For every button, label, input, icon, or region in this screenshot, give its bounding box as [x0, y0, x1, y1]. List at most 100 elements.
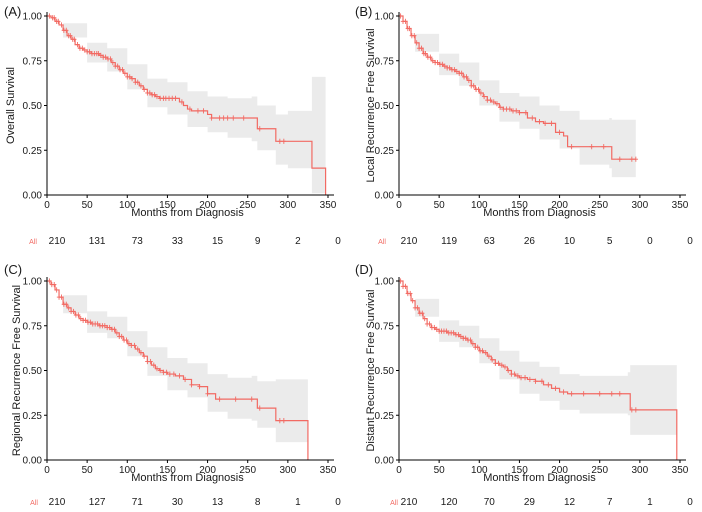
risk-count: 0 [335, 236, 341, 247]
x-tick-label: 100 [119, 200, 136, 211]
x-tick-label: 350 [672, 200, 689, 211]
x-tick-label: 200 [199, 200, 216, 211]
panel-a: (A)0 50 100 150 200 250 300 3500.000.250.500.75… [4, 4, 341, 247]
risk-count: 63 [484, 236, 496, 247]
panel-c: (C)0 50 100 150 200 250 300 3500.000.250.500.75… [4, 262, 341, 508]
x-tick-label: 350 [320, 200, 337, 211]
risk-count: 9 [255, 236, 261, 247]
censor-marks [398, 278, 639, 413]
x-tick-label: 250 [239, 200, 256, 211]
x-tick-label: 50 [434, 200, 446, 211]
panel-label: (C) [4, 262, 22, 277]
risk-table: All 210 127 71 30 13 8 1 0 [30, 497, 341, 508]
y-axis-title: Overall Survival [5, 67, 17, 144]
x-tick-label: 350 [672, 465, 689, 476]
x-tick-label: 250 [591, 465, 608, 476]
x-tick-label: 350 [320, 465, 337, 476]
y-tick-label: 1.00 [375, 277, 395, 288]
risk-count: 5 [607, 236, 613, 247]
x-tick-label: 200 [551, 200, 568, 211]
risk-count: 119 [441, 236, 457, 247]
x-axis-title: Months from Diagnosis [131, 472, 244, 484]
censor-marks [47, 278, 287, 424]
panel-b: (B)0 50 100 150 200 250 300 3500.000.250.500.75… [355, 4, 693, 247]
x-tick-label: 200 [551, 465, 568, 476]
x-tick-label: 100 [119, 465, 136, 476]
risk-table: All 210 120 70 29 12 7 1 0 [390, 497, 693, 508]
panel-label: (D) [355, 262, 373, 277]
panel-label: (B) [355, 4, 372, 19]
y-tick-label: 1.00 [375, 12, 395, 23]
x-tick-label: 0 [396, 200, 402, 211]
y-tick-label: 0.50 [23, 101, 43, 112]
x-tick-label: 50 [434, 465, 446, 476]
y-tick-label: 0.00 [375, 456, 395, 467]
confidence-band [399, 281, 677, 439]
risk-count: 127 [89, 497, 106, 508]
y-axis-title: Regional Recurrence Free Survival [11, 285, 23, 456]
x-tick-label: 150 [511, 465, 528, 476]
risk-count: 71 [132, 497, 144, 508]
risk-count: 0 [335, 497, 341, 508]
y-tick-label: 0.25 [375, 411, 395, 422]
risk-count: 1 [295, 497, 301, 508]
risk-count: 210 [49, 497, 66, 508]
risk-table: All 210 119 63 26 10 5 0 0 [378, 236, 693, 247]
risk-count: 131 [89, 236, 106, 247]
x-tick-label: 300 [280, 200, 297, 211]
y-tick-label: 0.00 [23, 456, 43, 467]
y-tick-label: 0.00 [375, 191, 395, 202]
y-axis-title: Distant Recurrence Free Survival [365, 289, 377, 451]
x-tick-label: 50 [82, 465, 94, 476]
risk-count: 210 [401, 236, 418, 247]
risk-count: 33 [172, 236, 184, 247]
risk-table: 210 131 73 33 15 9 2 0 [49, 236, 342, 247]
x-axis-title: Months from Diagnosis [483, 472, 596, 484]
risk-count: 73 [132, 236, 144, 247]
confidence-band [47, 281, 308, 443]
risk-count: 29 [524, 497, 536, 508]
risk-count: 120 [441, 497, 458, 508]
risk-count: 12 [564, 497, 576, 508]
x-tick-label: 300 [632, 465, 649, 476]
risk-count: 70 [484, 497, 496, 508]
y-tick-label: 1.00 [23, 12, 43, 23]
survival-curve [399, 280, 678, 460]
risk-count: 13 [212, 497, 224, 508]
x-tick-label: 300 [632, 200, 649, 211]
risk-count: 8 [255, 497, 261, 508]
y-tick-label: 0.75 [375, 56, 395, 67]
y-tick-label: 0.75 [23, 321, 43, 332]
x-tick-label: 150 [159, 200, 176, 211]
risk-strata-label: All [29, 239, 37, 246]
x-tick-label: 250 [239, 465, 256, 476]
x-axis-title: Months from Diagnosis [131, 207, 244, 219]
censor-marks [47, 13, 287, 144]
y-tick-label: 0.00 [23, 191, 43, 202]
risk-count: 10 [564, 236, 576, 247]
risk-count: 7 [607, 497, 613, 508]
y-tick-label: 0.50 [23, 366, 43, 377]
y-tick-label: 0.75 [375, 321, 395, 332]
risk-count: 0 [687, 497, 693, 508]
x-axis-title: Months from Diagnosis [483, 207, 596, 219]
risk-count: 1 [647, 497, 653, 508]
risk-count: 0 [647, 236, 653, 247]
x-tick-label: 100 [471, 200, 488, 211]
risk-count: 210 [401, 497, 418, 508]
panel-d: (D) 0 50 100 150 200 250 300 350 0.00 0.25 0.50 0.75… [355, 262, 693, 508]
x-tick-label: 200 [199, 465, 216, 476]
panel-label: (A) [4, 4, 21, 19]
risk-count: 2 [295, 236, 301, 247]
risk-strata-label: All [30, 500, 38, 507]
y-tick-label: 0.25 [23, 146, 43, 157]
risk-strata-label: All [390, 500, 398, 507]
x-tick-label: 150 [511, 200, 528, 211]
y-axis-title: Local Recurrence Free Survival [365, 28, 377, 182]
y-tick-label: 0.50 [375, 101, 395, 112]
risk-count: 15 [212, 236, 224, 247]
y-tick-label: 0.50 [375, 366, 395, 377]
x-tick-label: 300 [280, 465, 297, 476]
x-tick-label: 100 [471, 465, 488, 476]
